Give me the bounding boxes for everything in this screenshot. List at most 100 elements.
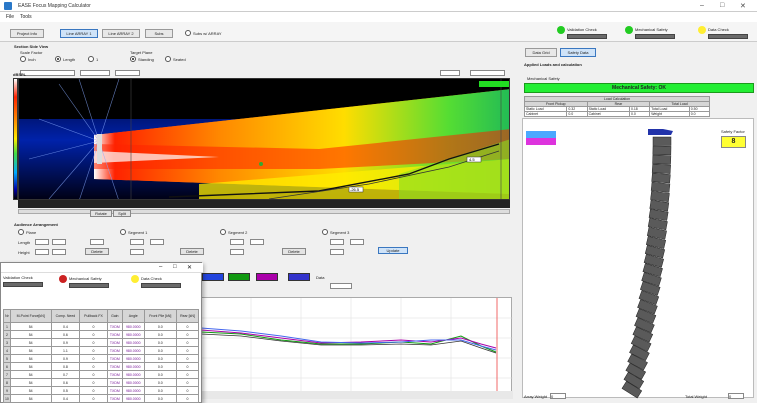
angle-field[interactable] xyxy=(90,239,104,245)
array-cabinet[interactable] xyxy=(644,245,666,259)
array-cabinet[interactable] xyxy=(635,308,657,324)
plane-checkbox[interactable] xyxy=(18,229,24,235)
tab-safety-data[interactable]: Safety Data xyxy=(560,48,596,57)
seg1-length[interactable] xyxy=(130,239,144,245)
popup-close-icon[interactable]: ✕ xyxy=(187,265,193,271)
seg3-length[interactable] xyxy=(330,239,344,245)
array-cabinet[interactable] xyxy=(647,217,668,231)
array-cabinet[interactable] xyxy=(643,254,664,268)
update-button[interactable]: Update xyxy=(378,247,408,254)
array-cabinet[interactable] xyxy=(645,235,667,249)
popup-table-row[interactable]: 2 54 0.6 0 TXDM 980.0000 0.0 0 xyxy=(3,330,200,339)
seg2-height[interactable] xyxy=(230,249,244,255)
array-cabinet[interactable] xyxy=(641,272,662,287)
array-cabinet[interactable] xyxy=(630,335,652,352)
tab-project-info[interactable]: Project Info xyxy=(10,29,44,38)
tab-line-array-2[interactable]: Line ARRAY 2 xyxy=(102,29,140,38)
length-value-2[interactable] xyxy=(52,239,66,245)
target-standing-radio[interactable] xyxy=(130,56,136,62)
series-4-button[interactable] xyxy=(288,273,310,281)
array-cabinet[interactable] xyxy=(652,145,672,156)
series-2-button[interactable] xyxy=(228,273,250,281)
frequency-select[interactable] xyxy=(20,70,75,76)
popup-maximize-icon[interactable]: □ xyxy=(173,264,177,270)
close-icon[interactable]: ✕ xyxy=(740,3,746,10)
param-field[interactable] xyxy=(80,70,110,76)
array-cabinet[interactable] xyxy=(625,362,647,380)
seg1-height[interactable] xyxy=(130,249,144,255)
seg3-angle[interactable] xyxy=(350,239,364,245)
array-cabinet[interactable] xyxy=(652,136,672,146)
data-field[interactable] xyxy=(330,283,352,289)
array-cabinet[interactable] xyxy=(629,344,650,362)
height-value-1[interactable] xyxy=(35,249,49,255)
menu-tools[interactable]: Tools xyxy=(20,14,32,20)
zoom-field[interactable] xyxy=(440,70,460,76)
popup-table-cell: 0 xyxy=(175,330,200,339)
segment-2-checkbox[interactable] xyxy=(220,229,226,235)
popup-data-bar xyxy=(141,283,181,288)
array-cabinet[interactable] xyxy=(627,353,648,371)
delete-button[interactable]: Delete xyxy=(85,248,109,255)
popup-table-row[interactable]: 5 54 0.9 0 TXDM 980.0000 0.0 0 xyxy=(3,354,200,363)
array-cabinet[interactable] xyxy=(648,208,669,221)
array-cabinet[interactable] xyxy=(632,326,654,343)
popup-table-row[interactable]: 9 54 0.5 0 TXDM 980.0000 0.0 0 xyxy=(3,386,200,395)
minimize-icon[interactable]: – xyxy=(700,2,704,9)
array-cabinet[interactable] xyxy=(623,371,645,390)
popup-table-row[interactable]: 3 54 0.9 0 TXDM 980.0000 0.0 0 xyxy=(3,338,200,347)
array-cabinet[interactable] xyxy=(649,199,670,212)
horizontal-scrollbar[interactable] xyxy=(18,209,510,214)
array-cabinet[interactable] xyxy=(640,281,661,296)
param-field-2[interactable] xyxy=(115,70,140,76)
array-cabinet[interactable] xyxy=(634,317,655,334)
popup-table-row[interactable]: 1 54 0.4 0 TXDM 980.0000 0.0 0 xyxy=(3,322,200,331)
seg2-angle[interactable] xyxy=(250,239,264,245)
segment-3-checkbox[interactable] xyxy=(322,229,328,235)
array-cabinet[interactable] xyxy=(650,181,671,193)
seg1-angle[interactable] xyxy=(150,239,164,245)
array-cabinet[interactable] xyxy=(651,172,671,184)
subs-with-array-checkbox[interactable] xyxy=(185,30,191,36)
target-seated-radio[interactable] xyxy=(165,56,171,62)
seg3-height[interactable] xyxy=(330,249,344,255)
array-cabinet[interactable] xyxy=(642,263,663,277)
array-weight-field[interactable]: 0 xyxy=(550,393,566,399)
tab-subs[interactable]: Subs xyxy=(145,29,173,38)
segment-1-checkbox[interactable] xyxy=(120,229,126,235)
split-tab[interactable]: Split xyxy=(113,210,131,217)
array-cabinet[interactable] xyxy=(651,163,671,174)
series-1-button[interactable] xyxy=(202,273,224,281)
series-3-button[interactable] xyxy=(256,273,278,281)
menu-file[interactable]: File xyxy=(6,14,15,20)
scale-1-radio[interactable] xyxy=(88,56,94,62)
popup-table-row[interactable]: 7 54 0.7 0 TXDM 980.0000 0.0 0 xyxy=(3,370,200,379)
spl-heatmap[interactable]: -26.5 4.5 xyxy=(18,78,510,200)
array-cabinet[interactable] xyxy=(638,290,660,306)
popup-table-row[interactable]: 6 54 0.8 0 TXDM 980.0000 0.0 0 xyxy=(3,362,200,371)
height-value-2[interactable] xyxy=(52,249,66,255)
total-weight-field[interactable]: 0 xyxy=(728,393,744,399)
view-field[interactable] xyxy=(470,70,505,76)
array-cabinet[interactable] xyxy=(652,154,672,165)
popup-table-row[interactable]: 10 54 0.4 0 TXDM 980.0000 0.0 0 xyxy=(3,394,200,403)
length-value-1[interactable] xyxy=(35,239,49,245)
tab-data-grid[interactable]: Data Grid xyxy=(525,48,557,57)
array-cabinet[interactable] xyxy=(637,299,658,315)
array-cabinet[interactable] xyxy=(650,190,670,203)
popup-table-row[interactable]: 4 54 1.1 0 TXDM 980.0000 0.0 0 xyxy=(3,346,200,355)
array-curve-svg xyxy=(621,129,673,399)
rotate-tab[interactable]: Rotate xyxy=(90,210,112,217)
popup-minimize-icon[interactable]: – xyxy=(159,264,163,270)
popup-table-cell: 0.0 xyxy=(143,322,177,331)
array-cabinet[interactable] xyxy=(621,380,643,399)
scale-length-radio[interactable] xyxy=(55,56,61,62)
tab-line-array-1[interactable]: Line ARRAY 1 xyxy=(60,29,98,38)
seg1-delete-button[interactable]: Delete xyxy=(180,248,204,255)
array-cabinet[interactable] xyxy=(646,226,667,240)
popup-table-row[interactable]: 8 54 0.6 0 TXDM 980.0000 0.0 0 xyxy=(3,378,200,387)
seg2-length[interactable] xyxy=(230,239,244,245)
maximize-icon[interactable]: □ xyxy=(720,2,725,9)
scale-inch-radio[interactable] xyxy=(20,56,26,62)
seg2-delete-button[interactable]: Delete xyxy=(282,248,306,255)
